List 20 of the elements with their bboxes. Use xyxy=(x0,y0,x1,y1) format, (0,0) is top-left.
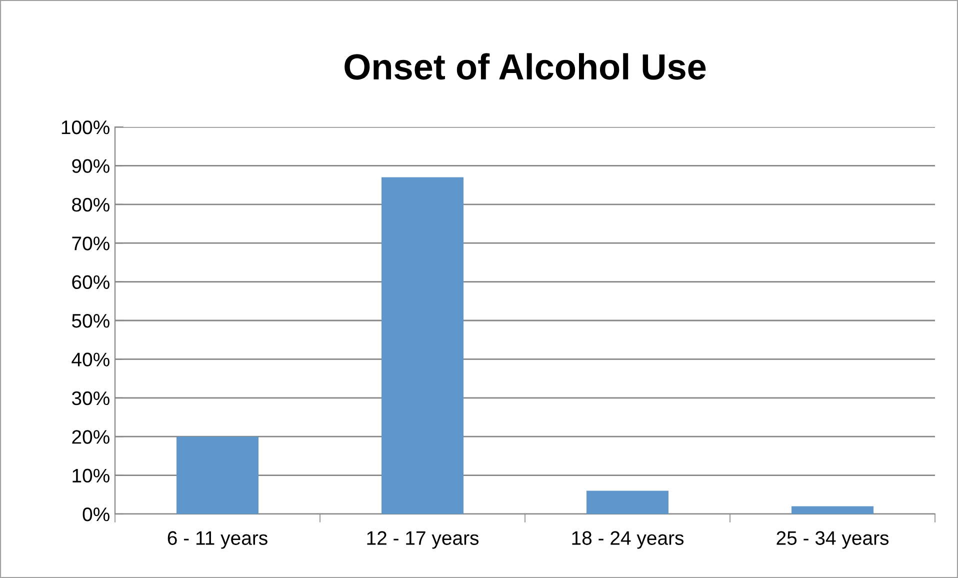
bar xyxy=(792,506,874,514)
bar xyxy=(382,177,464,514)
y-tick-label: 100% xyxy=(62,120,110,134)
y-tick-label: 40% xyxy=(72,352,110,366)
y-tick-label: 60% xyxy=(72,275,110,290)
x-tick-label: 18 - 24 years xyxy=(572,531,684,549)
y-tick-label: 80% xyxy=(72,198,110,212)
x-tick-label: 25 - 34 years xyxy=(776,531,889,549)
y-tick-label: 70% xyxy=(72,236,110,250)
y-tick-label: 10% xyxy=(72,468,110,483)
bar xyxy=(586,490,668,514)
x-tick-label: 6 - 11 years xyxy=(168,531,268,549)
y-tick-label: 50% xyxy=(72,314,110,328)
bar xyxy=(176,436,258,514)
y-tick-label: 30% xyxy=(72,391,110,406)
x-tick-label: 12 - 17 years xyxy=(367,531,479,549)
y-tick-label: 90% xyxy=(72,159,110,173)
y-tick-label: 20% xyxy=(72,430,110,444)
y-tick-label: 0% xyxy=(82,507,110,522)
chart-title: Onset of Alcohol Use xyxy=(344,53,706,80)
